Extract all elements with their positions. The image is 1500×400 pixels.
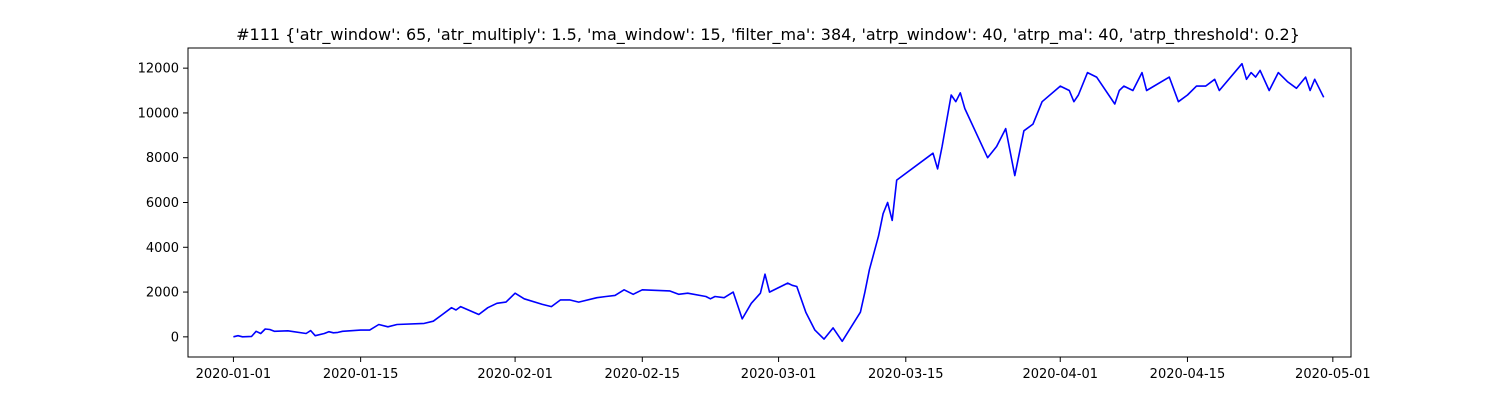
chart-title: #111 {'atr_window': 65, 'atr_multiply': … <box>236 25 1300 45</box>
x-tick-label: 2020-04-15 <box>1150 367 1226 382</box>
x-tick-label: 2020-03-01 <box>741 367 817 382</box>
x-tick-label: 2020-03-15 <box>868 367 944 382</box>
y-tick-label: 6000 <box>146 196 179 211</box>
x-tick-label: 2020-01-15 <box>323 367 399 382</box>
y-tick-label: 10000 <box>138 106 179 121</box>
y-axis: 0 2000 4000 6000 8000 10000 12000 <box>138 62 188 345</box>
x-tick-label: 2020-02-15 <box>605 367 681 382</box>
plot-area-frame <box>187 47 1352 358</box>
series-line <box>233 62 1325 343</box>
y-tick-label: 2000 <box>146 286 179 301</box>
x-tick-label: 2020-04-01 <box>1022 367 1098 382</box>
x-axis: 2020-01-01 2020-01-15 2020-02-01 2020-02-15… <box>196 357 1371 382</box>
x-tick-label: 2020-05-01 <box>1295 367 1371 382</box>
plot-layer <box>233 62 1325 343</box>
y-tick-label: 8000 <box>146 151 179 166</box>
x-tick-label: 2020-01-01 <box>196 367 272 382</box>
y-tick-label: 4000 <box>146 241 179 256</box>
x-tick-label: 2020-02-01 <box>477 367 553 382</box>
y-tick-label: 0 <box>171 330 179 345</box>
y-tick-label: 12000 <box>138 62 179 77</box>
